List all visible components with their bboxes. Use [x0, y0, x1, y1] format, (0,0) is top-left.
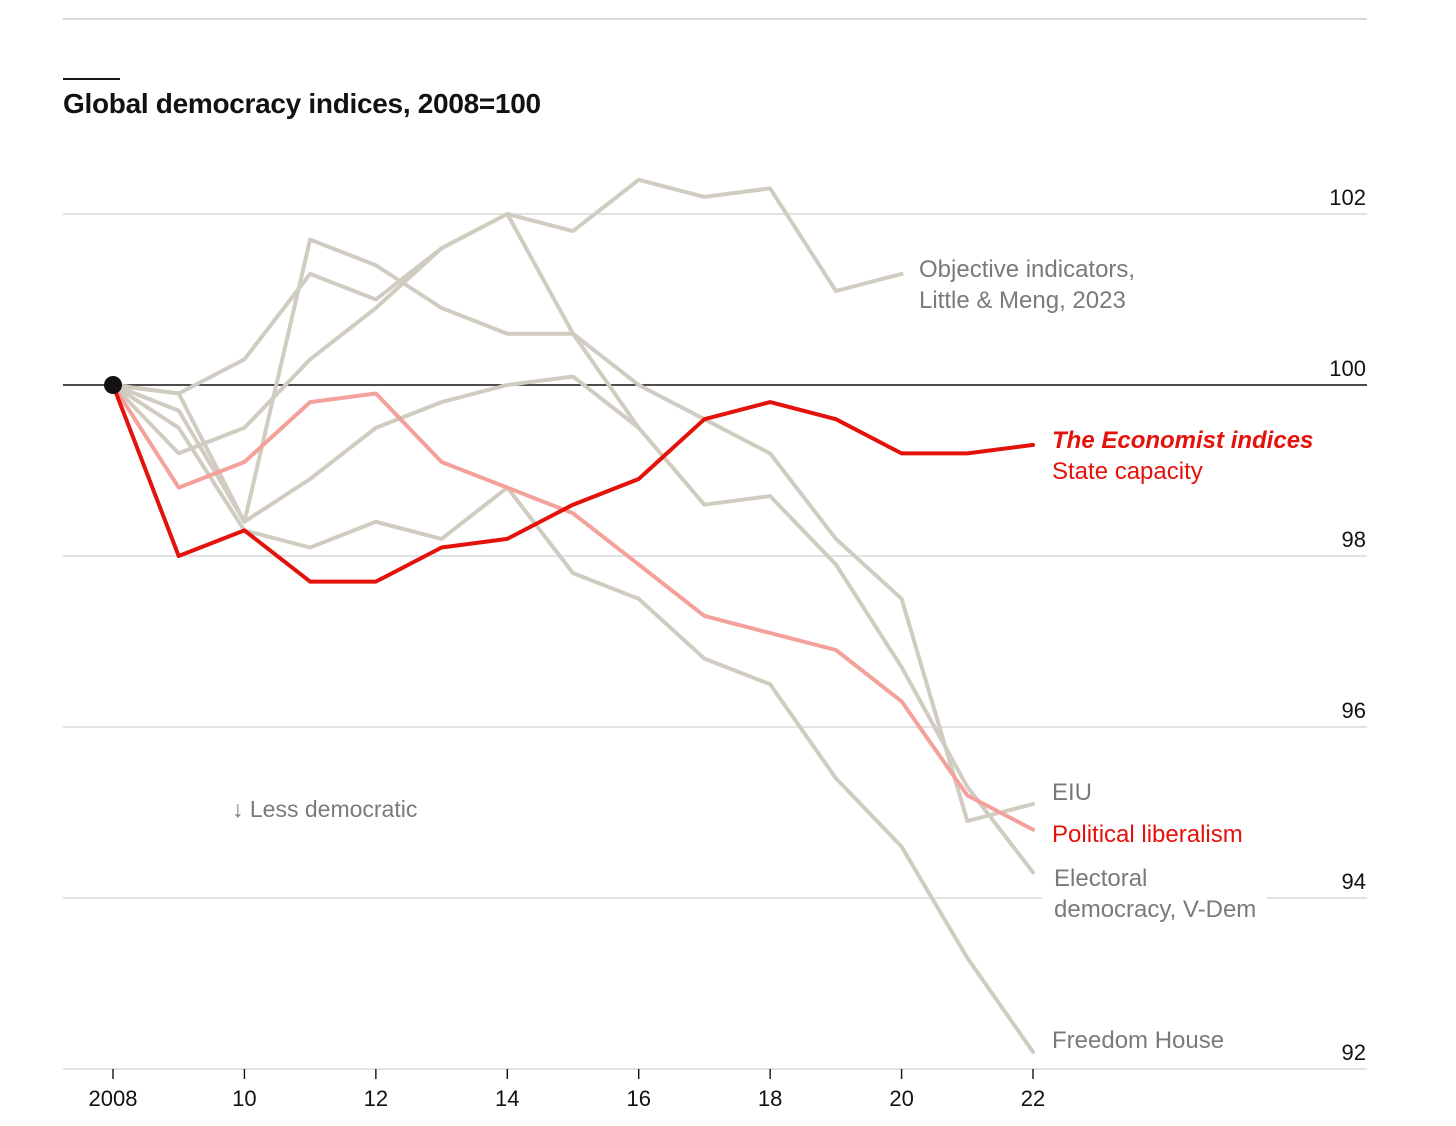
y-tick-label-94: 94	[1342, 869, 1366, 894]
series-label-objective-indicators-little-meng-2023-line2: Little & Meng, 2023	[919, 287, 1126, 314]
series-label-electoral-democracy-v-dem-line1: Electoral	[1054, 865, 1147, 892]
y-tick-label-92: 92	[1342, 1040, 1366, 1065]
series-line-objective-indicators-little-meng-2023	[113, 180, 902, 394]
series-label-eiu-line1: EIU	[1052, 779, 1092, 806]
origin-point-marker	[104, 376, 122, 394]
x-tick-label-2012: 12	[364, 1086, 388, 1111]
x-tick-label-2014: 14	[495, 1086, 519, 1111]
series-label-political-liberalism-line1: Political liberalism	[1052, 821, 1243, 848]
series-label-freedom-house-line1: Freedom House	[1052, 1027, 1224, 1054]
y-tick-label-96: 96	[1342, 698, 1366, 723]
x-tick-label-2020: 20	[889, 1086, 913, 1111]
y-tick-label-100: 100	[1329, 356, 1366, 381]
x-tick-label-2022: 22	[1021, 1086, 1045, 1111]
y-tick-label-98: 98	[1342, 527, 1366, 552]
series-label-state-capacity-line1: The Economist indices	[1052, 427, 1313, 454]
series-line-state-capacity	[113, 385, 1033, 582]
series-label-electoral-democracy-v-dem-line2: democracy, V-Dem	[1054, 896, 1256, 923]
series-label-state-capacity-line2: State capacity	[1052, 458, 1203, 485]
series-label-objective-indicators-little-meng-2023-line1: Objective indicators,	[919, 256, 1135, 283]
x-tick-label-2008: 2008	[89, 1086, 138, 1111]
y-tick-label-102: 102	[1329, 185, 1366, 210]
chart-container: Global democracy indices, 2008=100 92949…	[0, 0, 1456, 1126]
x-tick-label-2018: 18	[758, 1086, 782, 1111]
x-tick-label-2010: 10	[232, 1086, 256, 1111]
line-chart: 92 94 96 98 100 102 2008 10 12 14 16 18 20 22 ↓ Less d…	[0, 0, 1456, 1126]
less-democratic-annotation: ↓ Less democratic	[232, 796, 417, 822]
x-tick-label-2016: 16	[626, 1086, 650, 1111]
